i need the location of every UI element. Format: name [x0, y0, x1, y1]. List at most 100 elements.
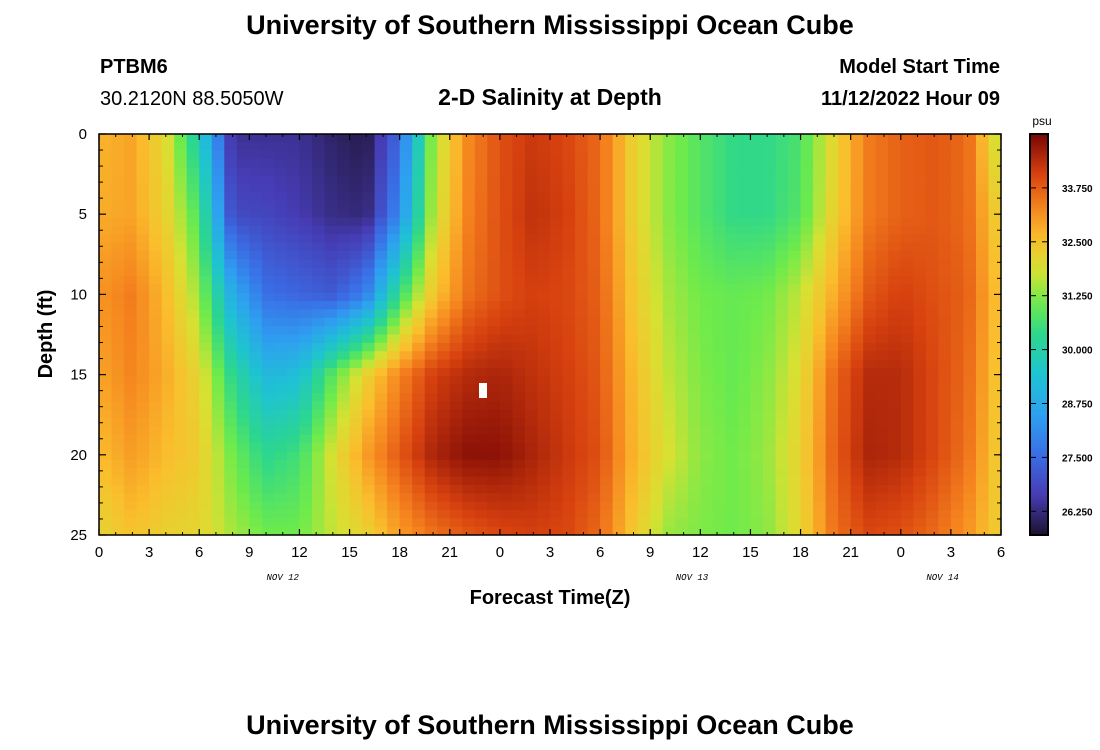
- heatmap-cell: [925, 259, 939, 269]
- heatmap-cell: [825, 434, 839, 444]
- heatmap-cell: [524, 192, 539, 202]
- heatmap-cell: [675, 351, 689, 361]
- heatmap-cell: [174, 326, 188, 336]
- heatmap-cell: [437, 159, 451, 169]
- heatmap-cell: [562, 276, 576, 285]
- heatmap-cell: [838, 409, 852, 419]
- heatmap-cell: [963, 459, 977, 469]
- heatmap-cell: [311, 217, 326, 227]
- heatmap-cell: [913, 392, 927, 402]
- heatmap-cell: [838, 217, 852, 227]
- heatmap-cell: [700, 392, 714, 402]
- heatmap-cell: [174, 175, 188, 185]
- heatmap-cell: [788, 493, 802, 503]
- heatmap-cell: [124, 284, 138, 294]
- heatmap-cell: [124, 142, 138, 152]
- heatmap-cell: [487, 434, 501, 444]
- heatmap-cell: [399, 242, 413, 252]
- heatmap-cell: [99, 359, 113, 369]
- heatmap-cell: [337, 234, 351, 244]
- heatmap-cell: [449, 418, 463, 427]
- heatmap-cell: [963, 276, 977, 285]
- heatmap-cell: [700, 175, 714, 185]
- heatmap-cell: [750, 401, 764, 411]
- heatmap-cell: [374, 267, 388, 277]
- heatmap-cell: [399, 292, 413, 302]
- heatmap-cell: [299, 451, 313, 461]
- heatmap-cell: [424, 142, 438, 152]
- heatmap-cell: [575, 159, 589, 169]
- heatmap-cell: [174, 267, 188, 277]
- heatmap-cell: [587, 493, 601, 503]
- heatmap-cell: [111, 242, 125, 252]
- heatmap-cell: [838, 493, 852, 503]
- heatmap-cell: [762, 484, 777, 494]
- heatmap-cell: [362, 334, 376, 344]
- heatmap-cell: [775, 167, 789, 177]
- heatmap-cell: [863, 159, 877, 169]
- heatmap-cell: [437, 367, 451, 377]
- heatmap-cell: [537, 234, 551, 244]
- heatmap-cell: [762, 317, 777, 327]
- heatmap-cell: [349, 459, 363, 469]
- heatmap-cell: [950, 359, 965, 369]
- heatmap-cell: [349, 326, 363, 336]
- heatmap-cell: [136, 301, 150, 311]
- heatmap-cell: [537, 276, 551, 285]
- heatmap-cell: [499, 401, 514, 411]
- heatmap-cell: [337, 167, 351, 177]
- heatmap-cell: [224, 509, 238, 519]
- heatmap-cell: [174, 309, 188, 319]
- heatmap-cell: [900, 351, 914, 361]
- heatmap-cell: [762, 501, 777, 511]
- heatmap-cell: [199, 493, 213, 503]
- heatmap-cell: [236, 401, 250, 411]
- heatmap-cell: [975, 376, 990, 386]
- heatmap-cell: [788, 301, 802, 311]
- heatmap-cell: [487, 134, 501, 143]
- heatmap-cell: [938, 518, 952, 528]
- heatmap-cell: [324, 443, 338, 453]
- heatmap-cell: [875, 518, 889, 528]
- heatmap-cell: [524, 484, 539, 494]
- heatmap-cell: [299, 367, 313, 377]
- heatmap-cell: [449, 192, 463, 202]
- heatmap-cell: [211, 242, 225, 252]
- heatmap-cell: [474, 351, 488, 361]
- heatmap-cell: [437, 192, 451, 202]
- heatmap-cell: [587, 434, 601, 444]
- heatmap-cell: [462, 526, 476, 535]
- heatmap-cell: [199, 150, 213, 160]
- heatmap-cell: [537, 309, 551, 319]
- heatmap-cell: [712, 209, 726, 219]
- heatmap-cell: [988, 342, 1001, 352]
- heatmap-cell: [838, 234, 852, 244]
- heatmap-cell: [800, 284, 814, 294]
- heatmap-cell: [662, 493, 676, 503]
- heatmap-cell: [512, 434, 526, 444]
- heatmap-cell: [124, 225, 138, 235]
- heatmap-cell: [349, 376, 363, 386]
- heatmap-cell: [487, 225, 501, 235]
- heatmap-cell: [186, 518, 200, 528]
- heatmap-cell: [963, 150, 977, 160]
- heatmap-cell: [337, 159, 351, 169]
- heatmap-cell: [788, 209, 802, 219]
- heatmap-cell: [875, 434, 889, 444]
- heatmap-cell: [825, 301, 839, 311]
- heatmap-cell: [249, 259, 263, 269]
- heatmap-cell: [149, 418, 163, 427]
- heatmap-cell: [224, 234, 238, 244]
- heatmap-cell: [149, 292, 163, 302]
- heatmap-cell: [337, 493, 351, 503]
- heatmap-cell: [988, 301, 1001, 311]
- heatmap-cell: [587, 317, 601, 327]
- heatmap-cell: [537, 484, 551, 494]
- heatmap-cell: [474, 317, 488, 327]
- heatmap-cell: [449, 351, 463, 361]
- heatmap-cell: [449, 184, 463, 194]
- heatmap-cell: [800, 426, 814, 436]
- heatmap-cell: [562, 150, 576, 160]
- heatmap-cell: [813, 426, 827, 436]
- heatmap-cell: [762, 334, 777, 344]
